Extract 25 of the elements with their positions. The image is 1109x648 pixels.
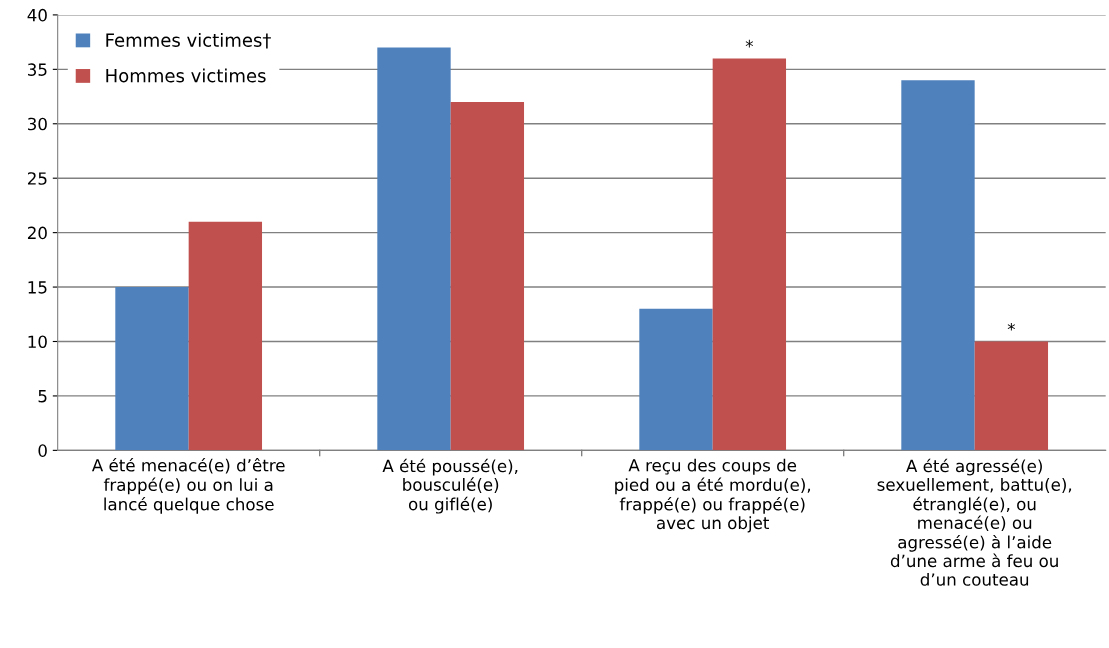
y-tick-label: 15 [28, 281, 47, 294]
bar [188, 221, 263, 451]
bar [712, 58, 787, 451]
legend-label: Femmes victimes† [106, 32, 271, 49]
annotation: * [745, 39, 754, 48]
y-tick-label: 35 [28, 63, 47, 76]
x-tick-label: A reçu des coups de pied ou a été mordu(e), frappé(e) ou frappé(e) avec un objet [615, 458, 811, 533]
annotation: * [1007, 322, 1016, 331]
bar [974, 341, 1049, 451]
x-tick-label: A été menacé(e) d’être frappé(e) ou on lui a lancé quelque chose [91, 458, 285, 514]
y-tick-label: 20 [27, 226, 47, 240]
y-tick-label: 30 [28, 117, 47, 131]
bar [115, 287, 189, 451]
x-tick-label: A été poussé(e), bousculé(e) ou giflé(e) [382, 458, 518, 514]
y-tick-label: 25 [27, 172, 47, 185]
bar [450, 102, 525, 451]
x-tick-label: A été agressé(e) sexuellement, battu(e), étranglé(e), ou menacé(e) ou agressé(e) à l’aide d’une arme à feu ou d’un couteau [877, 458, 1072, 586]
bar [639, 308, 713, 451]
bar [377, 47, 451, 451]
bar [901, 80, 975, 451]
y-tick-label: 10 [28, 335, 47, 349]
legend-label: Hommes victimes [106, 68, 266, 83]
y-tick-label: 40 [27, 8, 47, 22]
y-tick-label: 5 [38, 390, 47, 403]
y-tick-label: 0 [38, 444, 47, 457]
